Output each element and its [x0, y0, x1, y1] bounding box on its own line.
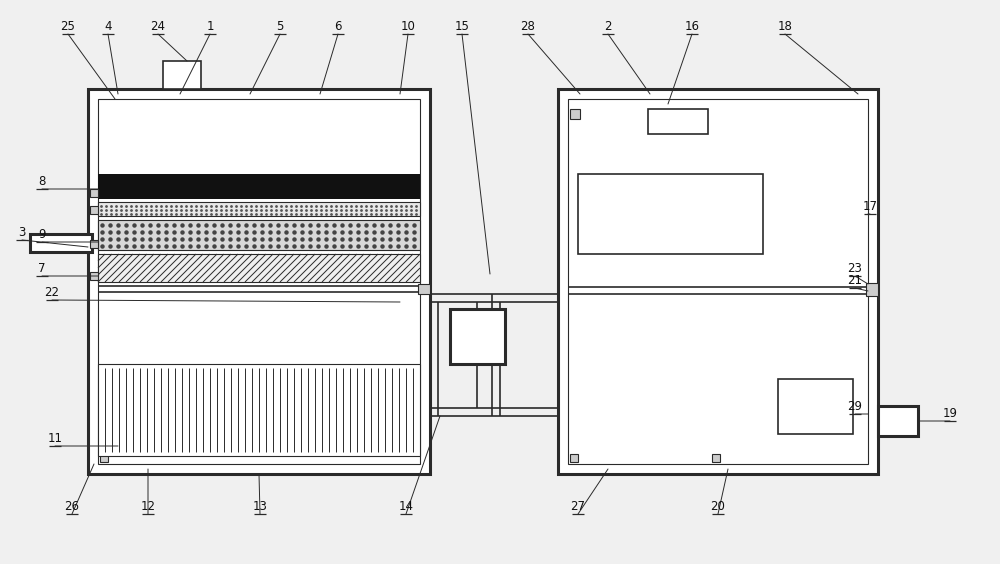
Text: 10: 10 [401, 20, 415, 33]
Text: 7: 7 [38, 262, 46, 275]
Text: 26: 26 [64, 500, 80, 513]
Text: 28: 28 [521, 20, 535, 33]
Text: 15: 15 [455, 20, 469, 33]
Bar [450, 309, 505, 364]
Bar [90, 240, 98, 248]
Text: 11: 11 [48, 432, 62, 445]
Text: 4: 4 [104, 20, 112, 33]
Bar [418, 284, 430, 294]
Bar [100, 454, 108, 462]
Bar [866, 283, 878, 296]
Text: 23: 23 [848, 262, 862, 275]
Bar [648, 109, 708, 134]
Bar [90, 189, 98, 197]
Text: 16: 16 [684, 20, 700, 33]
Bar [98, 174, 420, 199]
Bar [98, 364, 420, 456]
Bar [90, 206, 98, 214]
Bar [878, 406, 918, 436]
Text: 13: 13 [253, 500, 267, 513]
Text: 8: 8 [38, 175, 46, 188]
Text: 18: 18 [778, 20, 792, 33]
Text: 19: 19 [942, 407, 958, 420]
Text: 24: 24 [150, 20, 166, 33]
Bar [98, 202, 420, 216]
Text: 17: 17 [862, 200, 878, 213]
Text: 20: 20 [711, 500, 725, 513]
Bar [570, 454, 578, 462]
Bar [578, 174, 763, 254]
Text: 1: 1 [206, 20, 214, 33]
Text: 21: 21 [848, 274, 862, 287]
Bar [98, 220, 420, 250]
Bar [570, 109, 580, 119]
Text: 25: 25 [61, 20, 75, 33]
Text: 12: 12 [140, 500, 156, 513]
Text: 3: 3 [18, 226, 26, 239]
Bar [778, 379, 853, 434]
Text: 22: 22 [44, 286, 60, 299]
Bar [558, 89, 878, 474]
Text: 2: 2 [604, 20, 612, 33]
Bar [30, 234, 92, 252]
Bar [88, 89, 430, 474]
Bar [712, 454, 720, 462]
Bar [98, 99, 420, 464]
Bar [90, 272, 98, 280]
Text: 29: 29 [848, 400, 862, 413]
Text: 5: 5 [276, 20, 284, 33]
Bar [98, 254, 420, 282]
Text: 14: 14 [398, 500, 414, 513]
Text: 9: 9 [38, 228, 46, 241]
Bar [568, 99, 868, 464]
Text: 6: 6 [334, 20, 342, 33]
Bar [163, 61, 201, 89]
Text: 27: 27 [570, 500, 586, 513]
